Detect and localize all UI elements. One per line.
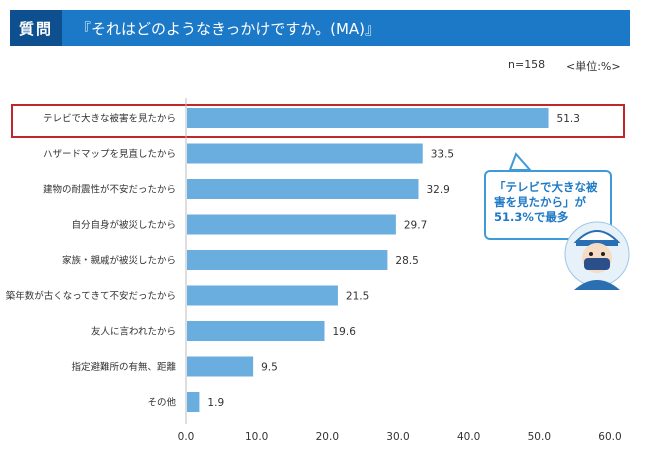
value-label: 1.9	[207, 397, 224, 409]
value-label: 29.7	[404, 220, 427, 232]
question-header: 質問 『それはどのようなきっかけですか。(MA)』	[10, 10, 630, 46]
bar	[187, 285, 338, 306]
highlight-frame	[11, 104, 625, 138]
bar	[187, 179, 419, 199]
value-label: 32.9	[426, 184, 449, 196]
bar	[187, 356, 254, 377]
category-label: ハザードマップを見直したから	[43, 148, 176, 160]
x-tick-label: 40.0	[457, 431, 480, 443]
bar	[187, 321, 325, 341]
value-label: 51.3	[557, 113, 580, 125]
callout-text: 「テレビで大きな被害を見たから」が51.3%で最多	[494, 180, 598, 224]
bar	[187, 143, 423, 164]
category-label: 建物の耐震性が不安だったから	[43, 184, 176, 196]
x-tick-label: 30.0	[386, 431, 409, 443]
sample-size: n=158	[508, 58, 546, 71]
category-label: 家族・親戚が被災したから	[62, 255, 176, 267]
callout-pointer	[508, 152, 533, 171]
x-tick-label: 20.0	[316, 431, 339, 443]
value-label: 28.5	[395, 255, 418, 267]
bar	[187, 214, 396, 235]
category-label: テレビで大きな被害を見たから	[43, 113, 176, 125]
x-tick-label: 10.0	[245, 431, 268, 443]
value-label: 21.5	[346, 291, 369, 303]
value-label: 9.5	[261, 362, 278, 374]
mascot-illustration	[564, 221, 630, 290]
bar	[187, 250, 388, 270]
value-label: 33.5	[431, 149, 454, 161]
bar	[187, 392, 200, 412]
x-tick-label: 60.0	[598, 431, 621, 443]
x-tick-label: 0.0	[178, 431, 195, 443]
unit-label: <単位:%>	[566, 60, 621, 73]
category-label: その他	[147, 397, 176, 409]
category-label: 自分自身が被災したから	[71, 219, 176, 231]
question-title: 『それはどのようなきっかけですか。(MA)』	[76, 19, 381, 38]
category-label: 指定避難所の有無、距離	[71, 361, 176, 373]
category-label: 築年数が古くなってきて不安だったから	[6, 290, 176, 302]
question-label: 質問	[10, 10, 62, 46]
bar	[187, 108, 549, 128]
category-label: 友人に言われたから	[91, 326, 176, 338]
value-label: 19.6	[333, 326, 357, 338]
x-tick-label: 50.0	[528, 431, 551, 443]
